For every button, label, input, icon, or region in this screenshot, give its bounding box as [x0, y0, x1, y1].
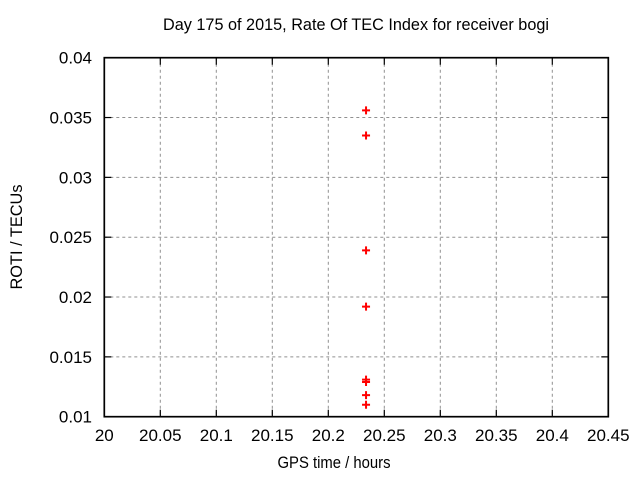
y-tick-label: 0.025: [49, 228, 92, 247]
x-tick-labels: 20 20.05 20.1 20.15 20.2 20.25 20.3 20.35 20.4 20…: [95, 426, 630, 445]
data-points: [362, 106, 371, 409]
x-tick-label: 20.3: [424, 426, 457, 445]
y-tick-label: 0.02: [59, 288, 92, 307]
x-tick-label: 20.4: [536, 426, 569, 445]
data-point: [362, 391, 371, 400]
data-point: [362, 302, 371, 311]
x-tick-label: 20.05: [139, 426, 182, 445]
x-axis-label: GPS time / hours: [278, 453, 391, 472]
y-tick-label: 0.03: [59, 168, 92, 187]
data-point: [362, 400, 371, 409]
y-axis-label: ROTI / TECUs: [7, 185, 26, 290]
plot-border: [103, 56, 610, 418]
x-tick-label: 20.45: [587, 426, 630, 445]
x-tick-label: 20.15: [251, 426, 294, 445]
x-tick-label: 20.25: [363, 426, 406, 445]
y-tick-label: 0.01: [59, 408, 92, 427]
x-tick-label: 20: [95, 426, 114, 445]
data-point: [362, 377, 371, 386]
x-tick-label: 20.2: [312, 426, 345, 445]
data-point: [362, 131, 371, 140]
y-tick-label: 0.04: [59, 49, 92, 68]
y-tick-labels: 0.01 0.015 0.02 0.025 0.03 0.035 0.04: [49, 49, 92, 427]
chart-title: Day 175 of 2015, Rate Of TEC Index for r…: [163, 15, 549, 34]
y-tick-label: 0.035: [49, 109, 92, 128]
x-tick-label: 20.35: [475, 426, 518, 445]
data-point: [362, 106, 371, 115]
data-point: [362, 246, 371, 255]
gridlines: [104, 57, 609, 417]
x-tick-label: 20.1: [200, 426, 233, 445]
y-tick-label: 0.015: [49, 348, 92, 367]
